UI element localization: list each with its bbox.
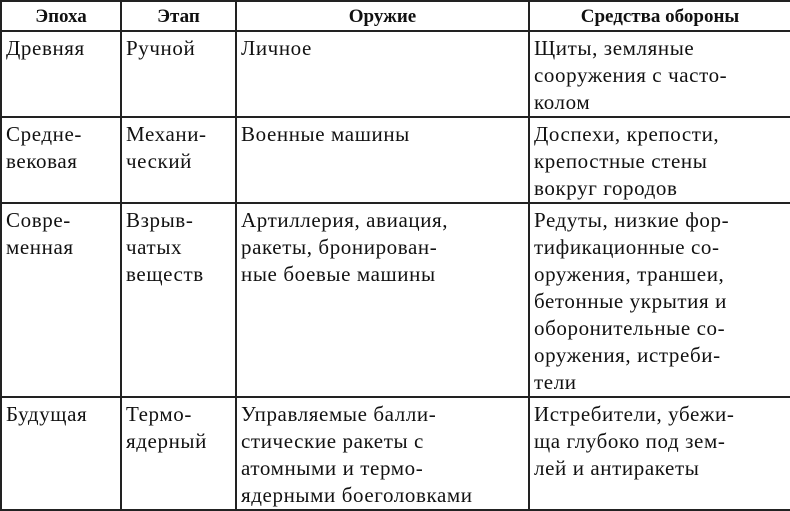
cell-line: Щиты, земляные <box>534 36 695 60</box>
cell-line: Истребители, убежи- <box>534 402 735 426</box>
cell-line: Термо- <box>126 402 192 426</box>
cell-line: Военные машины <box>241 122 410 146</box>
cell-defense: Истребители, убежи-ща глубоко под зем-ле… <box>528 396 790 511</box>
table-row: Совре-менная Взрыв-чатых веществ Артиллерия… <box>0 202 790 398</box>
cell-weapons: Управляемые балли-стические ракеты с атом… <box>235 396 530 511</box>
cell-line: ракеты, бронирован- <box>241 235 438 259</box>
cell-defense: Редуты, низкие фор-тификационные со-оруж… <box>528 202 790 398</box>
header-defense: Средства обороны <box>528 0 790 32</box>
cell-stage: Ручной <box>120 30 237 118</box>
cell-epoch: Древняя <box>0 30 122 118</box>
cell-line: Ручной <box>126 36 196 60</box>
cell-line: Редуты, низкие фор- <box>534 208 730 232</box>
cell-line: ные боевые машины <box>241 262 436 286</box>
cell-defense: Щиты, земляные сооружения с часто-колом <box>528 30 790 118</box>
cell-line: Будущая <box>6 402 88 426</box>
cell-stage: Механи-ческий <box>120 116 237 204</box>
cell-line: Личное <box>241 36 312 60</box>
table-row: Будущая Термо-ядерный Управляемые балли-ст… <box>0 396 790 511</box>
table-row: Средне-вековая Механи-ческий Военные машин… <box>0 116 790 204</box>
cell-line: колом <box>534 90 591 114</box>
cell-line: менная <box>6 235 74 259</box>
cell-line: Древняя <box>6 36 85 60</box>
cell-line: крепостные стены <box>534 149 708 173</box>
cell-line: чатых <box>126 235 183 259</box>
header-row: Эпоха Этап Оружие Средства обороны <box>0 0 790 32</box>
cell-line: Артиллерия, авиация, <box>241 208 449 232</box>
cell-line: лей и антиракеты <box>534 456 700 480</box>
cell-weapons: Военные машины <box>235 116 530 204</box>
cell-line: вокруг городов <box>534 176 678 200</box>
cell-line: Совре- <box>6 208 71 232</box>
cell-epoch: Будущая <box>0 396 122 511</box>
cell-line: оружения, истреби- <box>534 343 721 367</box>
cell-weapons: Артиллерия, авиация, ракеты, бронирован-н… <box>235 202 530 398</box>
cell-epoch: Совре-менная <box>0 202 122 398</box>
cell-line: тели <box>534 370 577 394</box>
cell-line: ческий <box>126 149 193 173</box>
cell-line: Управляемые балли- <box>241 402 437 426</box>
cell-line: бетонные укрытия и <box>534 289 727 313</box>
cell-line: веществ <box>126 262 204 286</box>
cell-line: атомными и термо- <box>241 456 424 480</box>
cell-epoch: Средне-вековая <box>0 116 122 204</box>
cell-line: тификационные со- <box>534 235 720 259</box>
cell-line: оружения, траншеи, <box>534 262 725 286</box>
cell-weapons: Личное <box>235 30 530 118</box>
cell-line: Взрыв- <box>126 208 194 232</box>
cell-stage: Взрыв-чатых веществ <box>120 202 237 398</box>
cell-line: ядерными боеголовками <box>241 483 473 507</box>
cell-defense: Доспехи, крепости, крепостные стены вокруг… <box>528 116 790 204</box>
header-epoch: Эпоха <box>0 0 122 32</box>
cell-line: оборонительные со- <box>534 316 726 340</box>
cell-line: Механи- <box>126 122 207 146</box>
table-row: Древняя Ручной Личное Щиты, земляные сооруже… <box>0 30 790 118</box>
cell-line: вековая <box>6 149 78 173</box>
cell-line: Средне- <box>6 122 82 146</box>
cell-line: Доспехи, крепости, <box>534 122 720 146</box>
cell-line: ядерный <box>126 429 207 453</box>
header-stage: Этап <box>120 0 237 32</box>
cell-line: стические ракеты с <box>241 429 424 453</box>
header-weapons: Оружие <box>235 0 530 32</box>
cell-line: сооружения с часто- <box>534 63 728 87</box>
cell-stage: Термо-ядерный <box>120 396 237 511</box>
cell-line: ща глубоко под зем- <box>534 429 726 453</box>
